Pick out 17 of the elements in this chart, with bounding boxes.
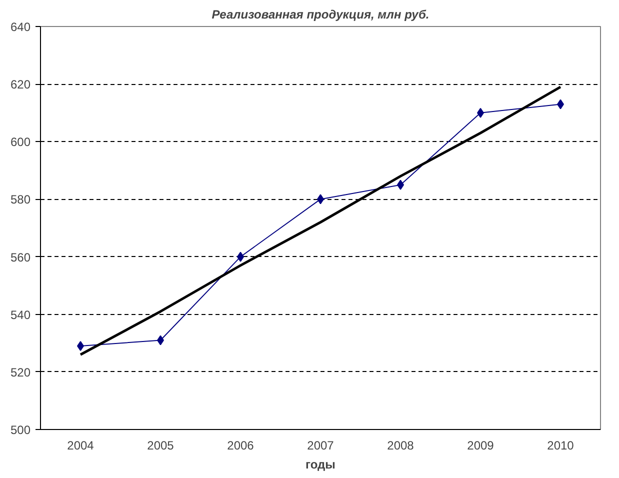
- x-axis-title: годы: [306, 458, 336, 472]
- y-tick-label: 580: [10, 192, 31, 207]
- y-tick-label: 520: [10, 365, 31, 380]
- y-tick-label: 600: [10, 135, 31, 150]
- y-tick-label: 640: [10, 20, 31, 34]
- y-tick-label: 540: [10, 308, 31, 322]
- x-tick-label: 2008: [387, 438, 414, 452]
- x-tick-label: 2006: [227, 438, 254, 452]
- x-tick-label: 2005: [147, 438, 174, 452]
- y-tick-label: 620: [10, 78, 31, 92]
- chart-title: Реализованная продукция, млн руб.: [212, 8, 430, 22]
- x-tick-label: 2007: [307, 438, 334, 452]
- x-tick-label: 2010: [547, 438, 574, 452]
- y-tick-label: 560: [10, 250, 31, 264]
- y-tick-label: 500: [10, 423, 31, 437]
- x-tick-label: 2009: [467, 438, 494, 452]
- x-tick-label: 2004: [67, 438, 94, 452]
